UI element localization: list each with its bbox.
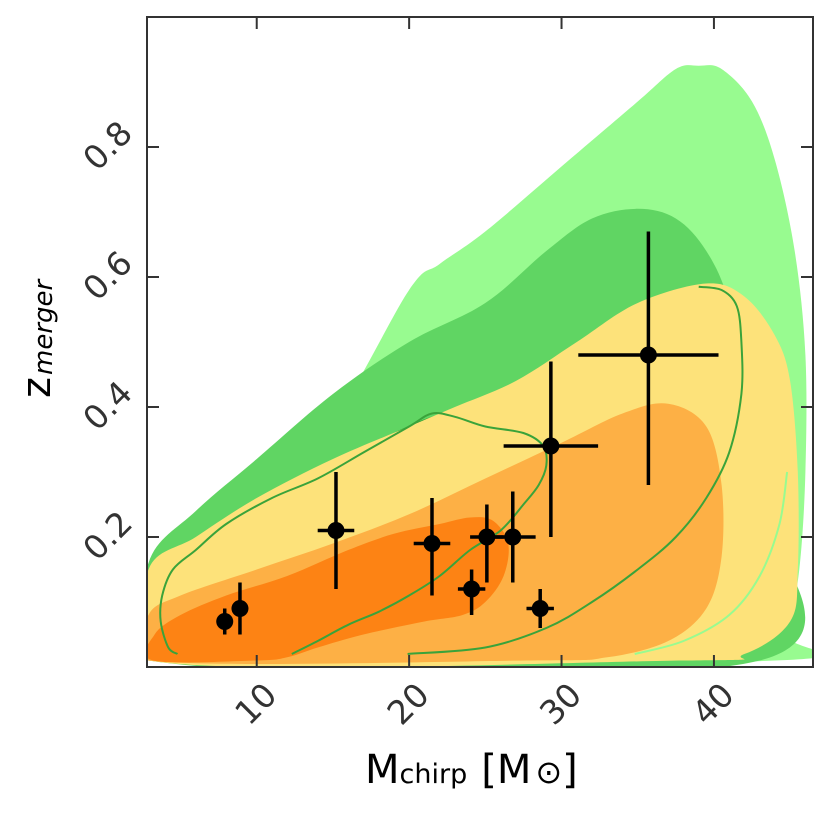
data-point — [317, 472, 355, 589]
density-contours — [159, 285, 789, 655]
data-point — [503, 361, 599, 537]
point-marker — [504, 528, 522, 546]
x-axis-label-unit-open: [M — [481, 747, 531, 793]
x-axis-label-unit-close: ] — [562, 747, 578, 793]
point-marker — [639, 346, 657, 364]
point-marker — [463, 580, 481, 598]
plot-frame — [146, 16, 814, 668]
x-tick-label: 40 — [684, 675, 741, 732]
data-point — [578, 231, 719, 485]
point-marker — [423, 535, 441, 552]
x-axis-label: Mchirp [M ⊙] — [365, 747, 578, 793]
x-tick-label: 30 — [532, 675, 589, 732]
contour-middle — [407, 285, 744, 655]
data-point — [216, 608, 234, 635]
data-point — [413, 498, 451, 596]
region-model-B-inner — [147, 517, 509, 663]
y-tick-label: 0.4 — [75, 373, 140, 438]
x-axis-label-sub: chirp — [400, 759, 468, 790]
x-axis-label-sun-symbol: ⊙ — [535, 753, 562, 791]
y-tick-label: 0.8 — [75, 113, 140, 178]
contour-outer — [634, 471, 789, 655]
axes-frame — [146, 16, 814, 668]
point-marker — [478, 528, 496, 546]
point-marker — [542, 437, 560, 455]
data-point — [231, 582, 249, 635]
data-point — [457, 569, 486, 615]
density-regions — [147, 65, 813, 667]
data-point — [489, 491, 536, 583]
x-tick-label: 20 — [380, 675, 437, 732]
point-marker — [231, 600, 249, 617]
data-point — [526, 589, 554, 628]
data-points — [216, 231, 719, 635]
y-axis-label: zmerger — [14, 277, 60, 398]
y-axis-label-sub: merger — [29, 277, 59, 375]
point-marker — [216, 613, 234, 630]
x-tick-label: 10 — [227, 675, 284, 732]
y-tick-label: 0.2 — [75, 503, 140, 568]
y-tick-label: 0.6 — [75, 243, 140, 308]
point-marker — [327, 522, 345, 539]
y-axis-label-main: z — [14, 377, 60, 398]
contour-inner — [159, 412, 548, 655]
x-axis-label-main: M — [365, 747, 400, 793]
point-marker — [531, 600, 549, 617]
